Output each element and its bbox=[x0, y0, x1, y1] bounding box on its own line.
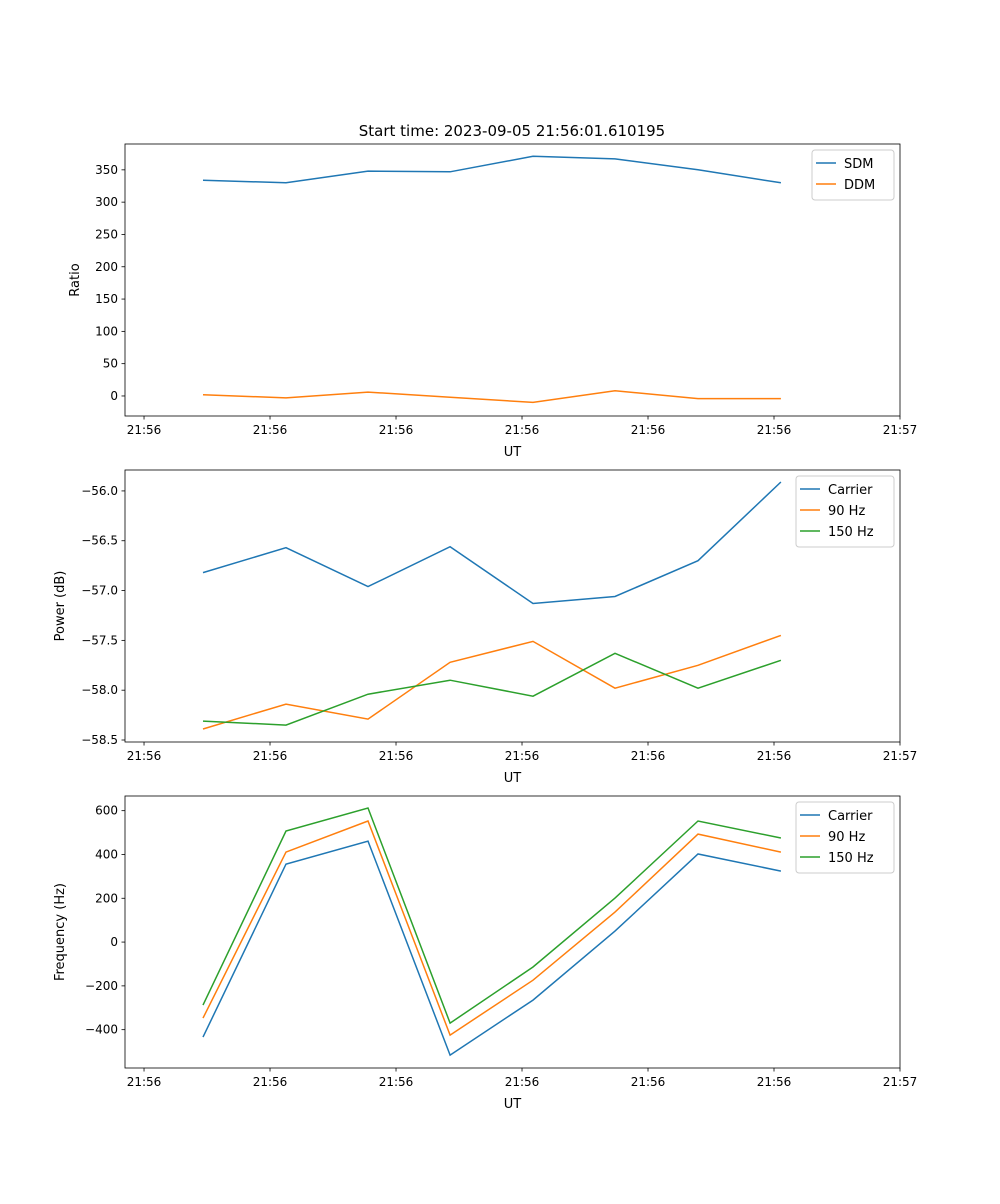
y-tick-label: 350 bbox=[95, 163, 118, 177]
series-line-90-hz bbox=[202, 634, 782, 730]
legend-label: 90 Hz bbox=[828, 504, 865, 519]
figure-title: Start time: 2023-09-05 21:56:01.610195 bbox=[359, 122, 665, 140]
y-tick-label: 250 bbox=[95, 227, 118, 241]
axes-frame bbox=[124, 795, 901, 1069]
y-axis-label: Power (dB) bbox=[53, 571, 68, 642]
x-tick-label: 21:57 bbox=[883, 423, 918, 437]
legend: Carrier 90 Hz 150 Hz bbox=[795, 801, 895, 874]
y-tick-label: −58.0 bbox=[81, 683, 118, 697]
x-tick-label: 21:56 bbox=[505, 1075, 540, 1089]
x-tick-label: 21:56 bbox=[505, 423, 540, 437]
y-tick-label: 50 bbox=[103, 357, 118, 371]
x-tick-label: 21:56 bbox=[757, 1075, 792, 1089]
x-tick-label: 21:56 bbox=[757, 749, 792, 763]
subplot-1: 21:56 21:56 21:56 21:56 21:56 21:56 21:57 0 50 10… bbox=[68, 143, 918, 460]
x-tick-label: 21:56 bbox=[127, 423, 162, 437]
x-tick-label: 21:56 bbox=[379, 1075, 414, 1089]
legend: SDM DDM bbox=[811, 149, 895, 201]
legend: Carrier 90 Hz 150 Hz bbox=[795, 475, 895, 548]
series-line-carrier bbox=[202, 481, 782, 605]
x-axis-label: UT bbox=[504, 445, 522, 460]
x-tick-label: 21:56 bbox=[253, 749, 288, 763]
y-tick-label: 0 bbox=[110, 935, 118, 949]
y-axis-label: Ratio bbox=[68, 263, 83, 296]
y-tick-label: 200 bbox=[95, 260, 118, 274]
legend-label: 90 Hz bbox=[828, 830, 865, 845]
x-tick-label: 21:56 bbox=[757, 423, 792, 437]
y-tick-label: 200 bbox=[95, 891, 118, 905]
legend-label: 150 Hz bbox=[828, 851, 874, 866]
x-tick-label: 21:56 bbox=[505, 749, 540, 763]
x-axis-label: UT bbox=[504, 1097, 522, 1112]
subplot-2: 21:56 21:56 21:56 21:56 21:56 21:56 21:57 −58.5… bbox=[53, 469, 918, 786]
legend-label: DDM bbox=[844, 178, 875, 193]
y-tick-label: 400 bbox=[95, 847, 118, 861]
y-axis-label: Frequency (Hz) bbox=[53, 883, 68, 981]
x-tick-label: 21:56 bbox=[631, 423, 666, 437]
y-tick-label: 100 bbox=[95, 324, 118, 338]
legend-label: Carrier bbox=[828, 483, 873, 498]
y-tick-label: −56.5 bbox=[81, 534, 118, 548]
legend-label: Carrier bbox=[828, 809, 873, 824]
legend-box bbox=[795, 475, 895, 548]
series-line-150-hz bbox=[202, 652, 782, 726]
y-tick-label: −400 bbox=[85, 1023, 118, 1037]
legend-label: SDM bbox=[844, 157, 873, 172]
subplot-3: 21:56 21:56 21:56 21:56 21:56 21:56 21:57 −400 −… bbox=[53, 795, 918, 1112]
series-line-150-hz bbox=[202, 807, 782, 1025]
x-tick-label: 21:56 bbox=[127, 1075, 162, 1089]
y-tick-label: −56.0 bbox=[81, 484, 118, 498]
y-tick-label: −57.0 bbox=[81, 584, 118, 598]
y-tick-label: −58.5 bbox=[81, 733, 118, 747]
y-tick-label: −57.5 bbox=[81, 633, 118, 647]
y-tick-label: 0 bbox=[110, 389, 118, 403]
legend-box bbox=[795, 801, 895, 874]
series-line-carrier bbox=[202, 840, 782, 1057]
axes-frame bbox=[124, 143, 901, 417]
x-axis-label: UT bbox=[504, 771, 522, 786]
x-tick-label: 21:56 bbox=[379, 749, 414, 763]
x-tick-label: 21:57 bbox=[883, 1075, 918, 1089]
x-tick-label: 21:56 bbox=[253, 1075, 288, 1089]
x-tick-label: 21:56 bbox=[631, 1075, 666, 1089]
legend-label: 150 Hz bbox=[828, 525, 874, 540]
x-tick-label: 21:56 bbox=[253, 423, 288, 437]
series-line-sdm bbox=[202, 155, 782, 184]
x-tick-label: 21:57 bbox=[883, 749, 918, 763]
y-tick-label: 150 bbox=[95, 292, 118, 306]
x-tick-label: 21:56 bbox=[379, 423, 414, 437]
y-tick-label: −200 bbox=[85, 979, 118, 993]
y-tick-label: 300 bbox=[95, 195, 118, 209]
axes-frame bbox=[124, 469, 901, 743]
series-line-90-hz bbox=[202, 820, 782, 1037]
x-tick-label: 21:56 bbox=[631, 749, 666, 763]
y-tick-label: 600 bbox=[95, 804, 118, 818]
series-line-ddm bbox=[202, 390, 781, 404]
x-tick-label: 21:56 bbox=[127, 749, 162, 763]
